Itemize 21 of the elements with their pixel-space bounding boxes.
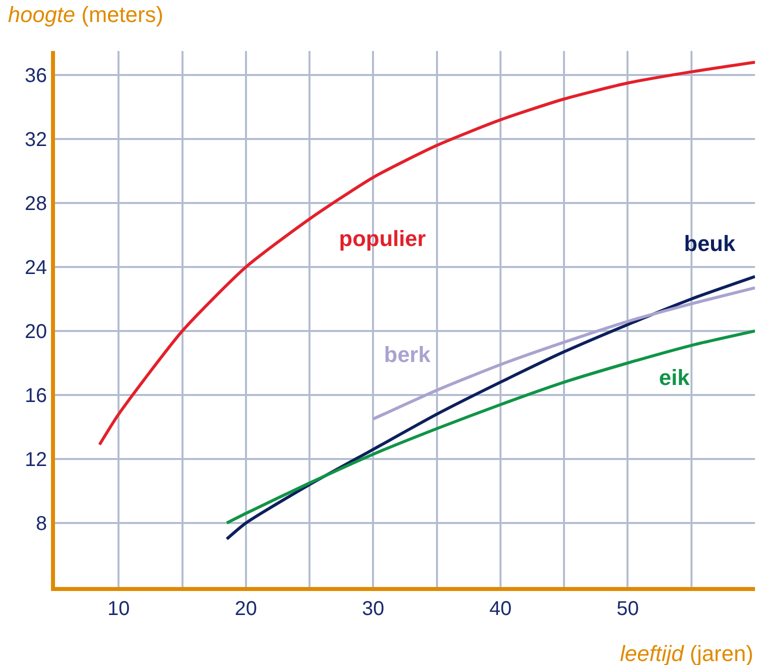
y-tick-label: 24 [24, 257, 47, 279]
x-tick-label: 10 [108, 598, 130, 620]
x-tick-label: 40 [489, 598, 512, 620]
line-series [372, 286, 755, 420]
y-tick-label: 16 [24, 385, 47, 407]
y-tick-label: 20 [24, 321, 47, 343]
y-tick-label: 12 [24, 449, 47, 471]
x-tick-label: 50 [616, 598, 639, 620]
series-label: berk [384, 342, 432, 367]
y-tick-label: 8 [36, 513, 47, 535]
series-label: populier [339, 226, 426, 251]
y-tick-label: 32 [24, 129, 47, 151]
y-tick-label: 36 [24, 65, 47, 87]
line-series [98, 60, 755, 446]
series-label: beuk [684, 231, 736, 256]
y-tick-label: 28 [24, 193, 47, 215]
x-tick-label: 20 [234, 598, 258, 620]
y-axis-title: hoogte (meters) [8, 2, 164, 27]
x-tick-label: 30 [362, 598, 384, 620]
series-label: eik [659, 365, 690, 390]
line-series [225, 330, 755, 524]
